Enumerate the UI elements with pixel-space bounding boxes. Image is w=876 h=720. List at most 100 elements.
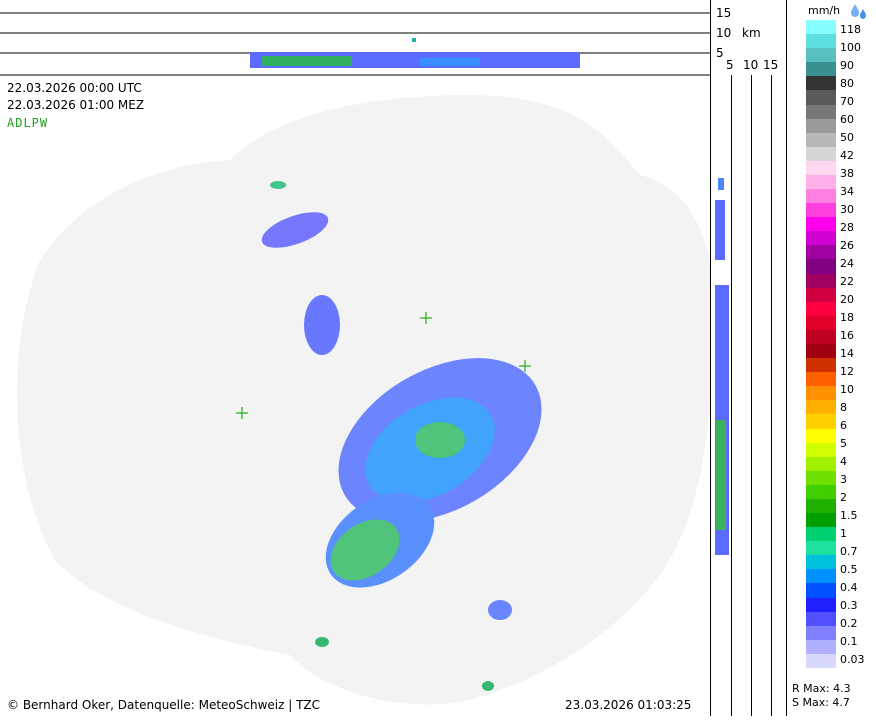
- legend-label: 6: [840, 419, 847, 432]
- legend-swatch: [806, 653, 836, 669]
- side-tick-5: 5: [726, 58, 734, 72]
- legend-swatch: [806, 245, 836, 260]
- legend-swatch: [806, 611, 836, 627]
- legend-label: 4: [840, 455, 847, 468]
- side-echo-1: [715, 200, 725, 260]
- legend-label: 0.5: [840, 563, 858, 576]
- legend-swatch: [806, 189, 836, 204]
- divider-main: [710, 0, 711, 716]
- top-tick-5: 5: [716, 46, 724, 60]
- legend-swatch: [806, 372, 836, 387]
- time-utc: 22.03.2026 00:00 UTC: [7, 81, 142, 95]
- legend-unit: mm/h: [808, 4, 841, 17]
- legend-swatch: [806, 639, 836, 655]
- legend-swatch: [806, 76, 836, 91]
- legend-swatch: [806, 569, 836, 584]
- legend-swatch: [806, 118, 836, 134]
- legend-label: 2: [840, 491, 847, 504]
- legend-label: 8: [840, 401, 847, 414]
- legend-label: 10: [840, 383, 854, 396]
- legend-label: 0.3: [840, 599, 858, 612]
- legend-swatch: [806, 470, 836, 486]
- radar-coverage: [0, 12, 713, 705]
- legend-label: 60: [840, 113, 854, 126]
- legend-label: 1: [840, 527, 847, 540]
- legend-swatch: [806, 597, 836, 613]
- legend-label: 24: [840, 257, 854, 270]
- legend-swatch: [806, 90, 836, 105]
- legend-swatch: [806, 400, 836, 415]
- legend-label: 20: [840, 293, 854, 306]
- side-line-10: [751, 75, 752, 716]
- legend-label: 0.1: [840, 635, 858, 648]
- legend-swatch: [806, 513, 836, 528]
- legend-swatch: [806, 34, 836, 49]
- side-line-15: [771, 75, 772, 716]
- legend-label: 18: [840, 311, 854, 324]
- legend-swatch: [806, 48, 836, 63]
- legend-swatch: [806, 20, 836, 35]
- legend-swatch: [806, 259, 836, 275]
- station-code: ADLPW: [7, 116, 49, 130]
- legend-label: 28: [840, 221, 854, 234]
- legend-label: 12: [840, 365, 854, 378]
- legend-label: 5: [840, 437, 847, 450]
- legend-swatch: [806, 456, 836, 472]
- legend-label: 100: [840, 41, 861, 54]
- time-local: 22.03.2026 01:00 MEZ: [7, 98, 145, 112]
- legend-label: 3: [840, 473, 847, 486]
- legend-swatch: [806, 428, 836, 444]
- legend-swatch: [806, 527, 836, 542]
- legend-swatch: [806, 301, 836, 317]
- side-line-5: [731, 75, 732, 716]
- s-max: S Max: 4.7: [792, 696, 850, 709]
- legend-label: 118: [840, 23, 861, 36]
- legend-label: 90: [840, 59, 854, 72]
- legend-swatch: [806, 414, 836, 429]
- top-tick-15: 15: [716, 6, 732, 20]
- legend-label: 26: [840, 239, 854, 252]
- legend-label: 34: [840, 185, 854, 198]
- credit-text: © Bernhard Oker, Datenquelle: MeteoSchwe…: [7, 698, 321, 712]
- legend-label: 0.4: [840, 581, 858, 594]
- legend-swatch: [806, 132, 836, 148]
- legend-swatch: [806, 104, 836, 120]
- legend-swatch: [806, 386, 836, 401]
- side-tick-10: 10: [743, 58, 759, 72]
- legend-swatch: [806, 146, 836, 162]
- legend-label: 22: [840, 275, 854, 288]
- legend-label: 0.2: [840, 617, 858, 630]
- legend-label: 0.7: [840, 545, 858, 558]
- divider-legend: [786, 0, 787, 716]
- legend-swatch: [806, 498, 836, 514]
- legend-swatch: [806, 217, 836, 232]
- legend-label: 38: [840, 167, 854, 180]
- top-tick-10: 10: [716, 26, 732, 40]
- legend-swatch: [806, 174, 836, 190]
- side-tick-15: 15: [763, 58, 779, 72]
- legend-swatch: [806, 203, 836, 218]
- legend-swatch: [806, 625, 836, 641]
- legend-label: 16: [840, 329, 854, 342]
- legend-swatch: [806, 160, 836, 176]
- legend-label: 1.5: [840, 509, 858, 522]
- legend-swatch: [806, 231, 836, 246]
- legend-label: 0.03: [840, 653, 865, 666]
- legend-swatch: [806, 315, 836, 331]
- legend-label: 50: [840, 131, 854, 144]
- legend-swatch: [806, 273, 836, 289]
- generated-timestamp: 23.03.2026 01:03:25: [565, 698, 692, 712]
- legend-label: 14: [840, 347, 854, 360]
- legend-swatch: [806, 541, 836, 556]
- r-max: R Max: 4.3: [792, 682, 851, 695]
- legend-label: 42: [840, 149, 854, 162]
- legend-swatch: [806, 442, 836, 458]
- legend-swatch: [806, 344, 836, 359]
- legend-label: 80: [840, 77, 854, 90]
- legend-swatch: [806, 329, 836, 345]
- legend-swatch: [806, 62, 836, 77]
- legend-label: 70: [840, 95, 854, 108]
- legend-swatch: [806, 555, 836, 570]
- side-echo-3: [716, 420, 726, 530]
- legend-swatch: [806, 583, 836, 599]
